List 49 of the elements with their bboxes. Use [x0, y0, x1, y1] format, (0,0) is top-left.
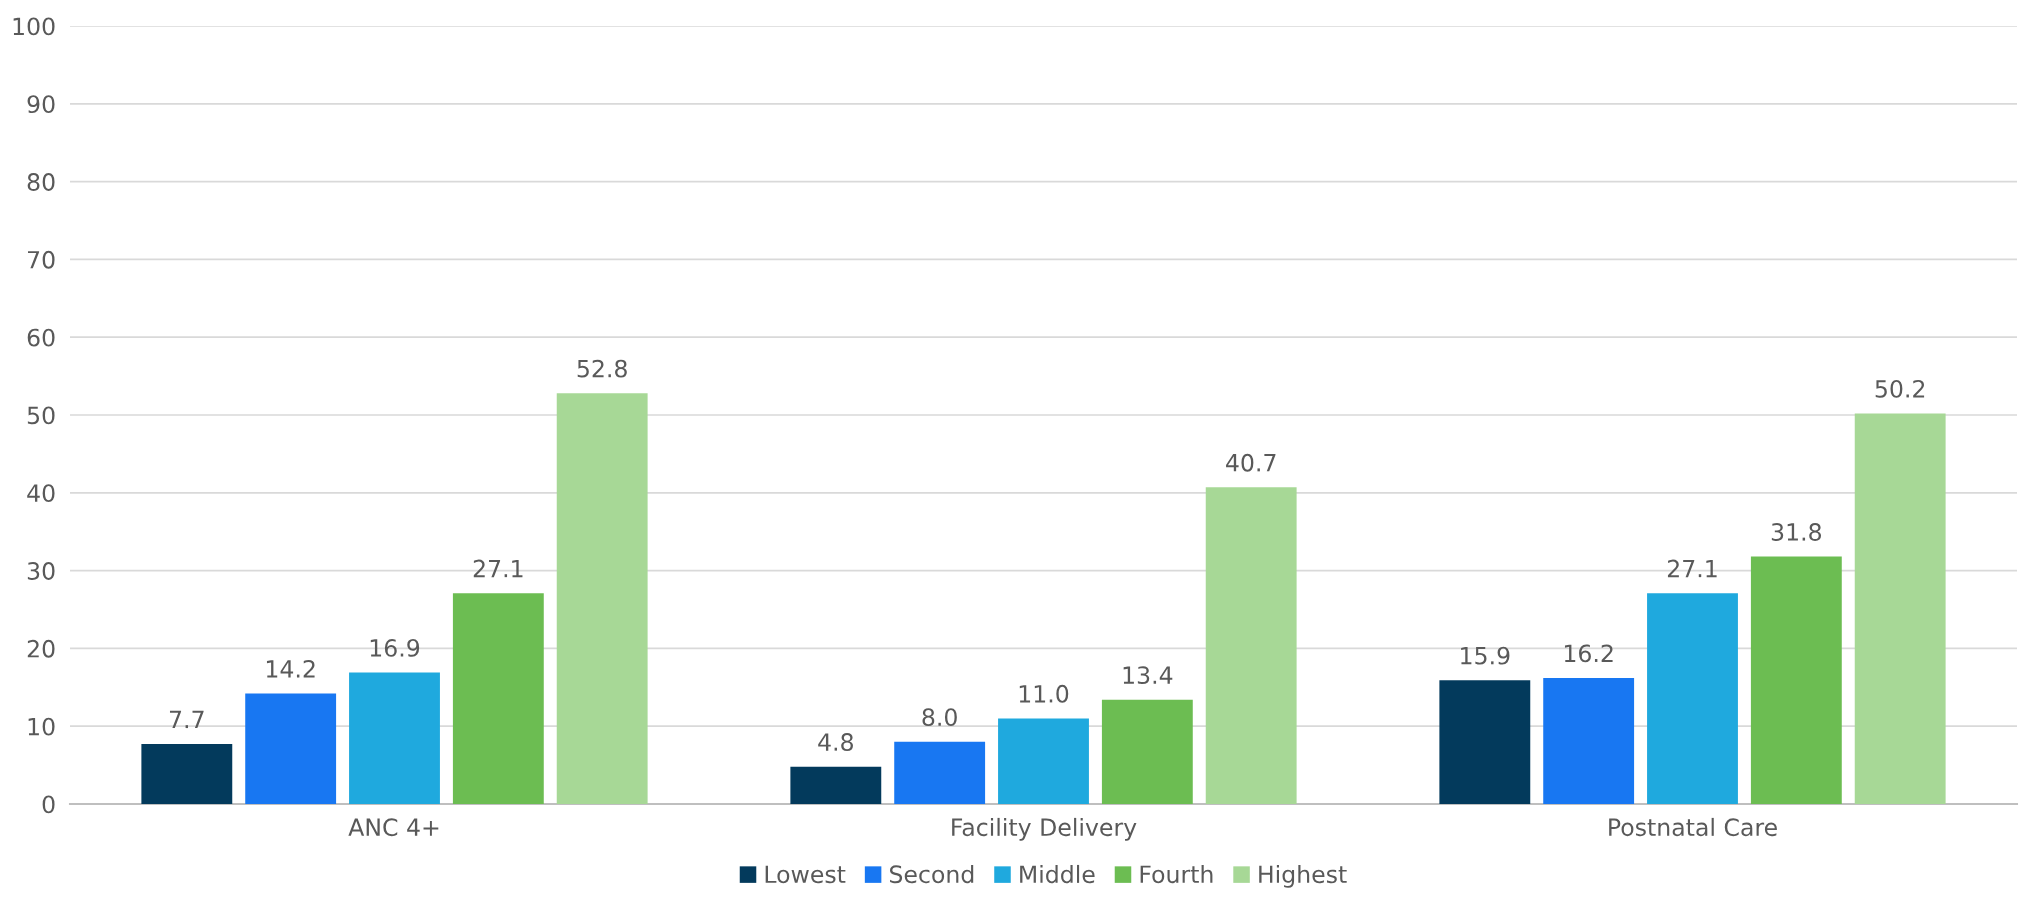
- bar: [1647, 593, 1738, 804]
- bar: [1439, 680, 1531, 804]
- legend-label: Fourth: [1140, 864, 1213, 884]
- y-tick-label: 90: [27, 95, 55, 114]
- y-tick-label: 40: [27, 484, 55, 503]
- data-label: 31.8: [1771, 523, 1822, 541]
- data-label: 52.8: [577, 359, 627, 378]
- y-tick-label: 100: [13, 17, 55, 36]
- data-label: 7.7: [169, 710, 204, 729]
- data-label: 40.7: [1226, 453, 1276, 472]
- data-label: 8.0: [922, 708, 957, 727]
- legend-label: Middle: [1020, 864, 1095, 884]
- bar: [141, 744, 233, 804]
- data-label: 14.2: [266, 659, 315, 678]
- data-label: 50.2: [1875, 379, 1925, 398]
- data-label: 16.9: [370, 638, 420, 657]
- x-tick-label: ANC 4+: [348, 818, 439, 837]
- bar: [1854, 413, 1946, 804]
- legend-label: Lowest: [765, 865, 846, 884]
- bar: [349, 672, 440, 804]
- legend-label: Highest: [1259, 864, 1347, 888]
- bar: [245, 693, 337, 804]
- data-label: 16.2: [1564, 644, 1613, 663]
- bar: [1543, 677, 1635, 804]
- data-label: 27.1: [1667, 559, 1717, 578]
- y-tick-label: 0: [42, 795, 55, 814]
- bar: [1101, 699, 1193, 804]
- data-label: 27.1: [473, 559, 523, 578]
- y-tick-label: 10: [28, 717, 55, 736]
- bar: [894, 741, 986, 804]
- legend-label: Second: [890, 864, 974, 884]
- y-tick-label: 70: [28, 250, 55, 269]
- x-tick-label: Facility Delivery: [952, 817, 1137, 841]
- y-tick-label: 30: [27, 562, 55, 580]
- y-tick-label: 20: [27, 639, 55, 658]
- data-label: 4.8: [818, 733, 853, 751]
- bar: [556, 393, 648, 804]
- y-tick-label: 80: [27, 173, 55, 191]
- y-tick-label: 50: [27, 406, 55, 425]
- data-label: 15.9: [1461, 646, 1510, 665]
- bar: [1205, 487, 1297, 804]
- bar: [998, 718, 1089, 804]
- bar: [790, 766, 882, 804]
- x-tick-label: Postnatal Care: [1609, 817, 1777, 837]
- data-label: 11.0: [1019, 684, 1069, 703]
- data-label: 13.4: [1123, 666, 1173, 685]
- y-tick-label: 60: [27, 328, 55, 347]
- bar: [452, 593, 544, 804]
- bar: [1750, 556, 1842, 804]
